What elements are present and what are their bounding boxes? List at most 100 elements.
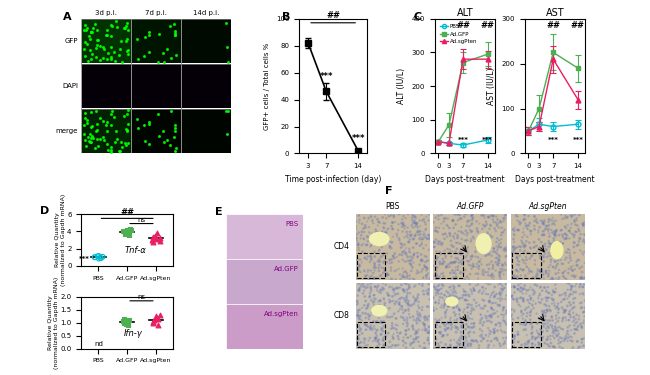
Point bbox=[524, 300, 534, 306]
Point bbox=[569, 330, 580, 336]
Point bbox=[471, 271, 481, 277]
Point bbox=[515, 285, 526, 291]
Point bbox=[359, 236, 369, 242]
Point bbox=[515, 266, 526, 272]
Point bbox=[437, 303, 447, 309]
Point bbox=[359, 268, 370, 274]
Point bbox=[558, 261, 569, 267]
Point bbox=[351, 256, 361, 262]
Point bbox=[432, 256, 442, 262]
Point bbox=[548, 328, 558, 334]
Point bbox=[495, 298, 506, 304]
Point bbox=[404, 311, 414, 317]
Point bbox=[523, 271, 534, 277]
Point bbox=[368, 234, 378, 240]
Point bbox=[423, 289, 434, 295]
Point bbox=[512, 261, 523, 267]
Point bbox=[418, 258, 428, 264]
Point bbox=[567, 284, 578, 290]
Bar bbox=[182, 109, 231, 153]
Point bbox=[515, 321, 526, 327]
Point bbox=[452, 324, 463, 330]
Point bbox=[484, 266, 494, 272]
Point bbox=[472, 225, 482, 231]
Point bbox=[493, 244, 504, 250]
Point bbox=[568, 304, 578, 310]
Point bbox=[492, 261, 502, 267]
Point bbox=[538, 246, 548, 252]
Point bbox=[543, 320, 553, 326]
Point bbox=[514, 244, 525, 250]
Point bbox=[493, 257, 504, 263]
Point bbox=[387, 260, 397, 266]
Point bbox=[140, 138, 150, 144]
Point bbox=[391, 286, 402, 292]
Point bbox=[120, 321, 131, 327]
Point bbox=[483, 252, 493, 258]
Point bbox=[406, 268, 417, 274]
Point bbox=[577, 336, 587, 342]
Point bbox=[124, 140, 134, 146]
Point bbox=[543, 217, 554, 223]
Point bbox=[389, 292, 400, 298]
Point bbox=[534, 331, 544, 337]
Point bbox=[519, 244, 530, 250]
Point bbox=[521, 243, 531, 249]
Point bbox=[566, 327, 576, 333]
Point bbox=[391, 231, 402, 237]
Point bbox=[569, 217, 580, 223]
Point bbox=[493, 262, 503, 268]
Point bbox=[548, 326, 558, 332]
Point bbox=[545, 253, 556, 259]
Point bbox=[492, 328, 502, 334]
Point bbox=[456, 333, 467, 339]
Point bbox=[465, 262, 476, 268]
Point bbox=[507, 322, 517, 328]
Point bbox=[434, 286, 445, 292]
Point bbox=[373, 337, 384, 343]
Point bbox=[569, 240, 579, 246]
Point bbox=[552, 257, 563, 263]
Point bbox=[375, 303, 385, 309]
Point bbox=[514, 282, 524, 288]
Point bbox=[352, 312, 363, 318]
Point bbox=[434, 225, 444, 231]
Point bbox=[538, 328, 548, 334]
Point bbox=[458, 309, 469, 315]
Point bbox=[432, 322, 442, 328]
Point bbox=[495, 276, 506, 282]
Text: DAPI: DAPI bbox=[62, 83, 78, 89]
Point bbox=[454, 341, 464, 347]
Point bbox=[546, 340, 556, 346]
Point bbox=[398, 222, 408, 228]
Ellipse shape bbox=[445, 297, 458, 306]
Point bbox=[462, 304, 473, 310]
Point bbox=[540, 285, 550, 291]
Point bbox=[366, 252, 376, 258]
Point bbox=[150, 232, 161, 238]
Point bbox=[557, 232, 567, 238]
Point bbox=[394, 300, 404, 306]
Point bbox=[449, 211, 460, 217]
Point bbox=[402, 231, 413, 237]
Point bbox=[481, 291, 491, 297]
Point bbox=[518, 296, 528, 302]
Point bbox=[538, 228, 548, 234]
Point bbox=[568, 310, 578, 316]
Point bbox=[508, 296, 518, 302]
Point bbox=[463, 276, 474, 282]
Point bbox=[497, 329, 508, 335]
Point bbox=[105, 147, 116, 153]
Point bbox=[567, 273, 577, 279]
Point bbox=[547, 241, 558, 247]
Point bbox=[475, 333, 486, 339]
Point bbox=[564, 236, 575, 242]
Point bbox=[454, 260, 464, 266]
Point bbox=[124, 51, 134, 57]
Point bbox=[575, 247, 585, 253]
Point bbox=[404, 246, 415, 252]
Point bbox=[513, 227, 523, 233]
Point bbox=[520, 243, 530, 249]
Point bbox=[444, 301, 454, 307]
Point bbox=[530, 337, 540, 343]
